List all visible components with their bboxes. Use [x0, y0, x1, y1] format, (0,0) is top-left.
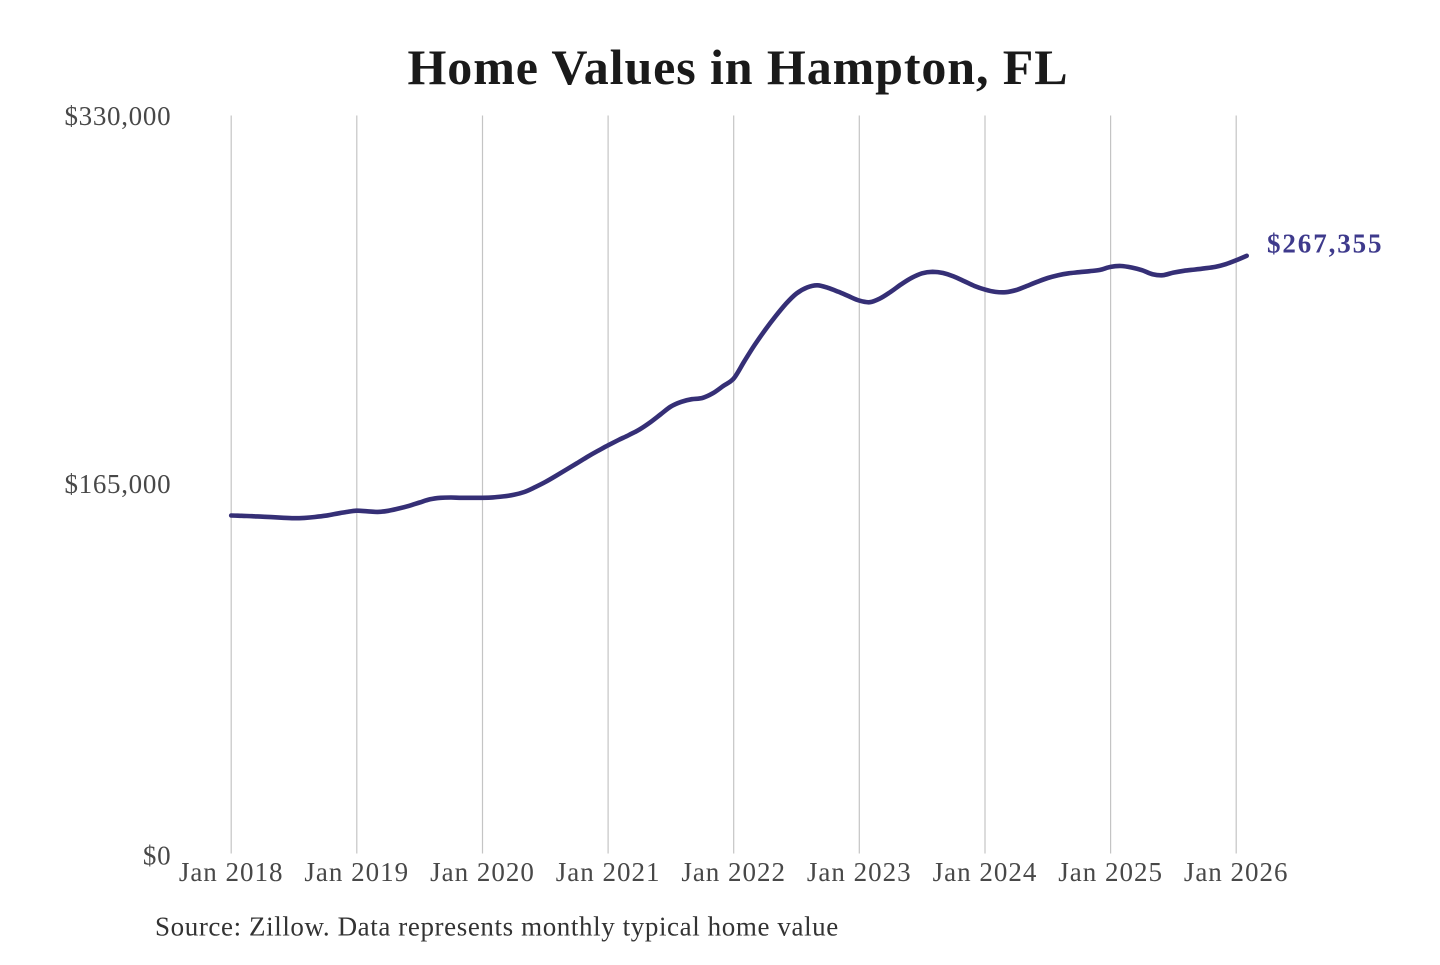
svg-text:Jan 2025: Jan 2025 [1058, 857, 1163, 887]
svg-text:Jan 2024: Jan 2024 [933, 857, 1038, 887]
svg-text:Jan 2026: Jan 2026 [1184, 857, 1289, 887]
svg-text:$330,000: $330,000 [64, 101, 171, 131]
svg-text:Jan 2020: Jan 2020 [430, 857, 535, 887]
svg-text:$267,355: $267,355 [1267, 229, 1383, 259]
svg-text:Home Values in Hampton, FL: Home Values in Hampton, FL [408, 39, 1069, 95]
svg-text:$0: $0 [143, 841, 171, 871]
svg-text:Source: Zillow. Data represent: Source: Zillow. Data represents monthly … [155, 912, 839, 942]
svg-text:Jan 2018: Jan 2018 [179, 857, 284, 887]
svg-text:Jan 2021: Jan 2021 [556, 857, 661, 887]
svg-text:$165,000: $165,000 [64, 469, 171, 499]
svg-text:Jan 2019: Jan 2019 [304, 857, 409, 887]
svg-text:Jan 2023: Jan 2023 [807, 857, 912, 887]
svg-text:Jan 2022: Jan 2022 [681, 857, 786, 887]
